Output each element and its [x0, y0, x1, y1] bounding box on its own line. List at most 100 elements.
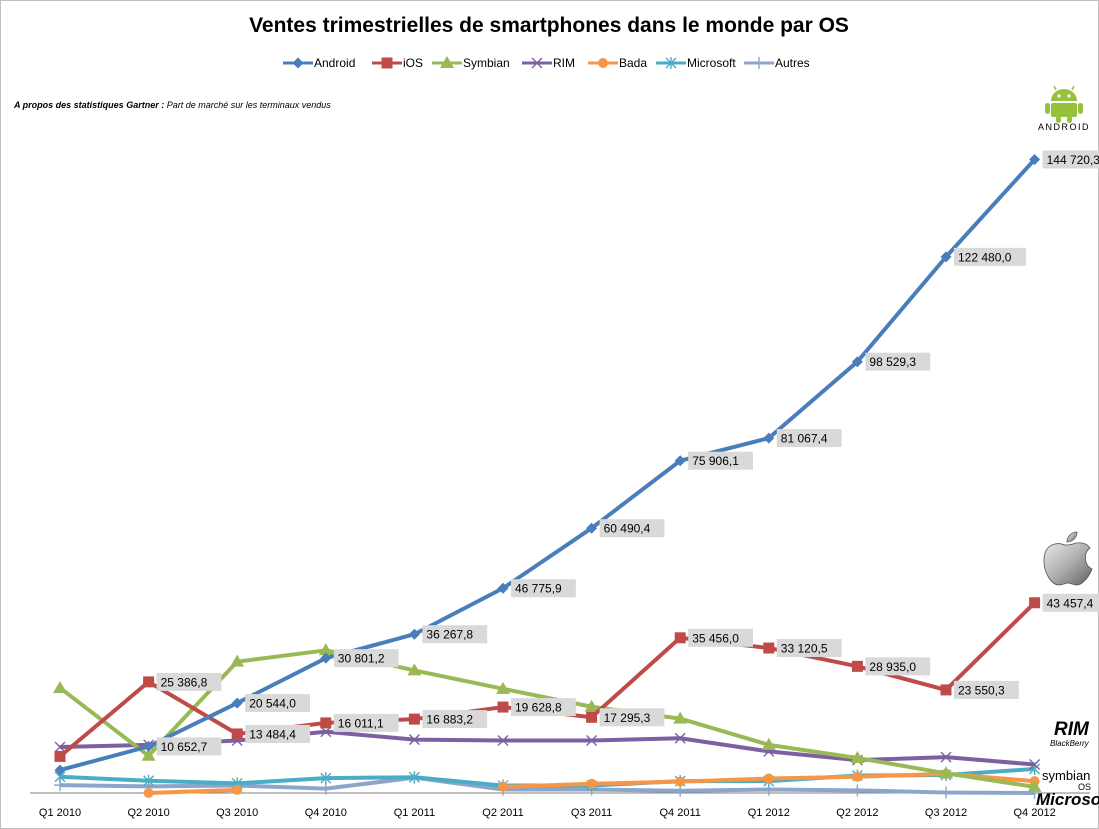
- data-label-android: 144 720,3: [1042, 150, 1099, 169]
- data-label-text: 13 484,4: [249, 727, 296, 741]
- data-label-text: 43 457,4: [1047, 596, 1094, 610]
- data-label-text: 19 628,8: [515, 701, 562, 715]
- data-label-android: 60 490,4: [599, 519, 665, 538]
- chart-title: Ventes trimestrielles de smartphones dan…: [249, 14, 849, 37]
- legend-label: Autres: [775, 56, 810, 70]
- data-point-ios: [1029, 597, 1041, 609]
- data-label-bg: [156, 737, 222, 756]
- data-label-ios: 16 011,1: [333, 713, 399, 732]
- data-label-bg: [245, 694, 310, 713]
- data-label-bg: [599, 519, 665, 538]
- x-tick-label: Q4 2012: [1013, 807, 1055, 819]
- symbian-wordmark: symbian: [1042, 768, 1090, 783]
- data-label-android: 122 480,0: [954, 247, 1026, 266]
- data-label-bg: [776, 639, 842, 658]
- data-label-android: 46 775,9: [511, 579, 576, 598]
- apple-body: [1043, 542, 1093, 586]
- legend-marker: [531, 57, 543, 69]
- data-label-bg: [422, 710, 488, 729]
- data-label-text: 28 935,0: [869, 660, 916, 674]
- series-symbian: [53, 643, 1042, 792]
- data-point-android: [763, 432, 775, 444]
- data-point-bada: [143, 788, 154, 798]
- data-label-text: 35 456,0: [692, 631, 739, 645]
- data-label-text: 75 906,1: [692, 454, 739, 468]
- data-point-ios: [54, 750, 66, 762]
- x-tick-label: Q3 2010: [216, 807, 258, 819]
- data-point-android: [408, 628, 420, 640]
- series-line-android: [59, 158, 1037, 773]
- data-label-android: 75 906,1: [688, 451, 753, 470]
- data-point-rim: [674, 732, 686, 744]
- data-point-android: [586, 522, 598, 534]
- data-point-bada: [586, 778, 597, 789]
- legend-marker: [665, 57, 677, 69]
- data-point-autres: [319, 782, 332, 795]
- legend-item-android: Android: [283, 56, 355, 70]
- legend-label: Bada: [619, 56, 647, 70]
- data-point-android: [1029, 154, 1041, 165]
- data-label-ios: 33 120,5: [776, 639, 842, 658]
- data-label-text: 122 480,0: [958, 250, 1012, 264]
- data-label-ios: 16 883,2: [422, 710, 488, 729]
- data-label-android: 36 267,8: [422, 625, 488, 644]
- data-label-ios: 23 550,3: [954, 680, 1019, 699]
- data-labels-layer: 10 652,7 20 544,0 30 801,2 36 267,8 46 775,9…: [156, 150, 1099, 756]
- data-point-bada: [675, 776, 686, 787]
- data-point-bada: [232, 784, 243, 795]
- symbian-logo: symbian OS: [1042, 768, 1091, 792]
- data-label-bg: [333, 713, 399, 732]
- android-leg-right: [1067, 116, 1072, 123]
- data-label-ios: 43 457,4: [1042, 593, 1099, 612]
- apple-leaf: [1066, 531, 1078, 543]
- data-label-android: 10 652,7: [156, 737, 222, 756]
- series-layer: [53, 154, 1042, 799]
- data-point-microsoft: [408, 771, 420, 784]
- x-tick-label: Q1 2011: [394, 807, 435, 819]
- data-point-ios: [763, 642, 775, 654]
- legend-item-ios: iOS: [372, 56, 423, 70]
- legend-marker: [753, 57, 765, 69]
- data-label-text: 23 550,3: [958, 683, 1005, 697]
- data-point-rim: [586, 734, 598, 746]
- android-arm-left: [1045, 103, 1050, 114]
- android-logo: ANDROID: [1038, 85, 1089, 132]
- data-point-microsoft: [320, 772, 332, 785]
- data-label-bg: [954, 247, 1026, 266]
- data-point-android: [231, 697, 243, 709]
- data-point-android: [143, 740, 155, 752]
- series-line-autres: [59, 775, 1035, 795]
- data-point-rim: [497, 734, 509, 746]
- data-label-android: 81 067,4: [776, 429, 842, 448]
- android-leg-left: [1056, 116, 1061, 123]
- data-point-symbian: [230, 654, 245, 667]
- data-label-bg: [688, 628, 753, 647]
- data-label-text: 33 120,5: [781, 642, 828, 656]
- legend-label: iOS: [403, 56, 423, 70]
- x-tick-label: Q1 2012: [748, 807, 790, 819]
- data-label-bg: [511, 698, 576, 717]
- data-label-ios: 17 295,3: [599, 708, 665, 727]
- data-point-symbian: [318, 643, 333, 656]
- data-point-android: [851, 356, 863, 368]
- rim-wordmark: RIM: [1054, 719, 1090, 740]
- data-point-rim: [408, 734, 420, 746]
- android-antenna-left: [1053, 85, 1057, 91]
- data-point-symbian: [761, 737, 776, 750]
- legend-item-symbian: Symbian: [432, 56, 510, 70]
- source-note-text: Part de marché sur les terminaux vendus: [167, 100, 332, 110]
- x-tick-label: Q4 2010: [305, 807, 347, 819]
- android-head: [1051, 89, 1077, 101]
- data-point-ios: [674, 632, 686, 644]
- legend-label: Android: [314, 56, 355, 70]
- data-point-symbian: [939, 766, 953, 779]
- data-label-text: 46 775,9: [515, 582, 562, 596]
- data-label-bg: [245, 724, 310, 743]
- legend-item-autres: Autres: [744, 56, 810, 70]
- data-label-bg: [1042, 593, 1099, 612]
- data-label-bg: [688, 451, 753, 470]
- data-label-text: 20 544,0: [249, 697, 296, 711]
- data-label-text: 16 011,1: [338, 716, 384, 730]
- microsoft-logo: Microsoft: [1036, 790, 1099, 809]
- data-label-bg: [865, 657, 931, 676]
